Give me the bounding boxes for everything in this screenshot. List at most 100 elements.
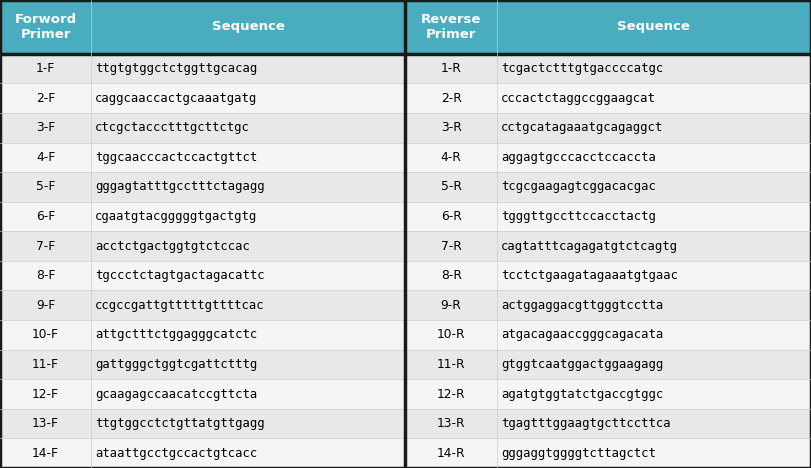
Bar — [496, 261, 811, 291]
Text: ctcgctaccctttgcttctgc: ctcgctaccctttgcttctgc — [96, 121, 250, 134]
Bar — [91, 320, 406, 350]
Text: 11-R: 11-R — [437, 358, 466, 371]
Text: tgagtttggaagtgcttccttca: tgagtttggaagtgcttccttca — [500, 417, 671, 430]
Bar — [496, 379, 811, 409]
Bar — [0, 113, 91, 143]
Bar — [406, 320, 496, 350]
Text: tgggttgccttccacctactg: tgggttgccttccacctactg — [500, 210, 655, 223]
Text: gattgggctggtcgattctttg: gattgggctggtcgattctttg — [96, 358, 258, 371]
Bar — [0, 143, 91, 172]
Bar — [406, 54, 496, 83]
Text: 14-R: 14-R — [437, 447, 466, 460]
Bar — [496, 409, 811, 439]
Text: acctctgactggtgtctccac: acctctgactggtgtctccac — [96, 240, 250, 253]
Text: gggaggtggggtcttagctct: gggaggtggggtcttagctct — [500, 447, 655, 460]
Text: aggagtgcccacctccaccta: aggagtgcccacctccaccta — [500, 151, 655, 164]
Text: gggagtatttgcctttctagagg: gggagtatttgcctttctagagg — [96, 181, 265, 193]
Text: ccgccgattgtttttgttttcac: ccgccgattgtttttgttttcac — [96, 299, 265, 312]
Text: agatgtggtatctgaccgtggc: agatgtggtatctgaccgtggc — [500, 388, 663, 401]
Text: 5-R: 5-R — [440, 181, 461, 193]
Bar — [91, 0, 406, 54]
Text: 9-R: 9-R — [440, 299, 461, 312]
Text: 12-F: 12-F — [32, 388, 59, 401]
Bar — [496, 350, 811, 379]
Text: ttgtggcctctgttatgttgagg: ttgtggcctctgttatgttgagg — [96, 417, 265, 430]
Text: 13-F: 13-F — [32, 417, 59, 430]
Text: tcgactctttgtgaccccatgc: tcgactctttgtgaccccatgc — [500, 62, 663, 75]
Bar — [406, 172, 496, 202]
Text: ataattgcctgccactgtcacc: ataattgcctgccactgtcacc — [96, 447, 258, 460]
Text: actggaggacgttgggtcctta: actggaggacgttgggtcctta — [500, 299, 663, 312]
Text: 2-F: 2-F — [36, 92, 55, 105]
Bar — [496, 54, 811, 83]
Bar — [496, 143, 811, 172]
Text: tcgcgaagagtcggacacgac: tcgcgaagagtcggacacgac — [500, 181, 655, 193]
Text: 4-F: 4-F — [36, 151, 55, 164]
Bar — [91, 379, 406, 409]
Text: 11-F: 11-F — [32, 358, 59, 371]
Bar — [91, 54, 406, 83]
Bar — [406, 0, 496, 54]
Text: 8-R: 8-R — [440, 269, 461, 282]
Bar — [406, 291, 496, 320]
Text: Reverse
Primer: Reverse Primer — [421, 13, 481, 41]
Bar — [406, 379, 496, 409]
Bar — [0, 202, 91, 231]
Text: 10-F: 10-F — [32, 329, 59, 341]
Bar — [496, 231, 811, 261]
Text: cgaatgtacgggggtgactgtg: cgaatgtacgggggtgactgtg — [96, 210, 258, 223]
Bar — [406, 143, 496, 172]
Text: 6-R: 6-R — [440, 210, 461, 223]
Bar — [406, 350, 496, 379]
Text: 7-F: 7-F — [36, 240, 55, 253]
Text: 9-F: 9-F — [36, 299, 55, 312]
Text: cctgcatagaaatgcagaggct: cctgcatagaaatgcagaggct — [500, 121, 663, 134]
Text: ttgtgtggctctggttgcacag: ttgtgtggctctggttgcacag — [96, 62, 258, 75]
Text: 5-F: 5-F — [36, 181, 55, 193]
Text: tcctctgaagatagaaatgtgaac: tcctctgaagatagaaatgtgaac — [500, 269, 678, 282]
Text: Forword
Primer: Forword Primer — [15, 13, 77, 41]
Text: gcaagagccaacatccgttcta: gcaagagccaacatccgttcta — [96, 388, 258, 401]
Text: Sequence: Sequence — [212, 21, 285, 33]
Bar — [496, 172, 811, 202]
Bar — [496, 439, 811, 468]
Text: 1-R: 1-R — [440, 62, 461, 75]
Bar — [0, 350, 91, 379]
Bar — [496, 113, 811, 143]
Text: 3-F: 3-F — [36, 121, 55, 134]
Text: 7-R: 7-R — [440, 240, 461, 253]
Bar — [406, 439, 496, 468]
Text: 1-F: 1-F — [36, 62, 55, 75]
Bar — [0, 439, 91, 468]
Text: 6-F: 6-F — [36, 210, 55, 223]
Text: tggcaacccactccactgttct: tggcaacccactccactgttct — [96, 151, 258, 164]
Text: Sequence: Sequence — [617, 21, 690, 33]
Text: tgccctctagtgactagacattc: tgccctctagtgactagacattc — [96, 269, 265, 282]
Text: 3-R: 3-R — [440, 121, 461, 134]
Bar — [496, 202, 811, 231]
Text: 10-R: 10-R — [437, 329, 466, 341]
Text: attgctttctggagggcatctc: attgctttctggagggcatctc — [96, 329, 258, 341]
Text: 2-R: 2-R — [440, 92, 461, 105]
Text: 12-R: 12-R — [437, 388, 466, 401]
Bar — [406, 83, 496, 113]
Text: 13-R: 13-R — [437, 417, 466, 430]
Bar — [91, 350, 406, 379]
Bar — [91, 409, 406, 439]
Bar — [406, 261, 496, 291]
Bar — [0, 379, 91, 409]
Bar — [0, 291, 91, 320]
Bar — [0, 54, 91, 83]
Bar — [91, 261, 406, 291]
Text: gtggtcaatggactggaagagg: gtggtcaatggactggaagagg — [500, 358, 663, 371]
Bar — [406, 202, 496, 231]
Bar — [0, 261, 91, 291]
Bar — [91, 172, 406, 202]
Bar — [406, 113, 496, 143]
Bar — [91, 83, 406, 113]
Text: cccactctaggccggaagcat: cccactctaggccggaagcat — [500, 92, 655, 105]
Text: cagtatttcagagatgtctcagtg: cagtatttcagagatgtctcagtg — [500, 240, 678, 253]
Bar — [0, 320, 91, 350]
Bar — [0, 0, 91, 54]
Bar — [0, 83, 91, 113]
